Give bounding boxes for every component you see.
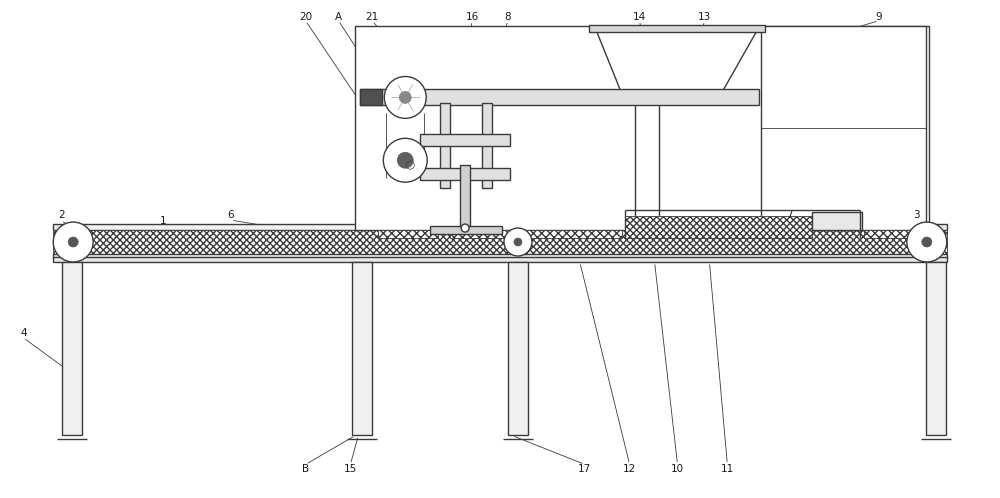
- Bar: [420, 134, 510, 146]
- Bar: [53, 257, 947, 262]
- Polygon shape: [595, 26, 759, 94]
- Text: 6: 6: [227, 210, 234, 220]
- Bar: [53, 254, 947, 258]
- Bar: [450, 230, 622, 238]
- Text: 11: 11: [721, 464, 734, 475]
- Bar: [812, 212, 862, 230]
- Bar: [355, 25, 929, 230]
- Text: 10: 10: [671, 464, 684, 475]
- Text: 7: 7: [786, 210, 793, 220]
- Text: 17: 17: [578, 464, 591, 475]
- Text: 16: 16: [465, 11, 479, 21]
- Bar: [53, 230, 947, 254]
- Bar: [926, 262, 946, 435]
- Bar: [864, 230, 926, 238]
- Bar: [360, 90, 759, 106]
- Text: 8: 8: [505, 11, 511, 21]
- Text: 1: 1: [160, 216, 166, 226]
- Bar: [53, 224, 947, 230]
- Bar: [482, 104, 492, 188]
- Bar: [460, 165, 470, 230]
- Text: 14: 14: [633, 11, 646, 21]
- Bar: [378, 230, 438, 238]
- Bar: [761, 25, 926, 230]
- Circle shape: [384, 77, 426, 119]
- Text: A: A: [335, 11, 342, 21]
- Bar: [589, 24, 765, 31]
- Circle shape: [461, 224, 469, 232]
- Bar: [420, 168, 510, 180]
- Bar: [508, 262, 528, 435]
- Text: 4: 4: [20, 328, 27, 338]
- Circle shape: [53, 222, 93, 262]
- Circle shape: [907, 222, 947, 262]
- Bar: [625, 216, 812, 238]
- Text: B: B: [302, 464, 309, 475]
- Text: 9: 9: [876, 11, 882, 21]
- Text: 5: 5: [933, 251, 940, 261]
- Bar: [360, 90, 382, 106]
- Bar: [430, 226, 502, 234]
- Circle shape: [922, 237, 932, 247]
- Bar: [635, 94, 659, 230]
- Circle shape: [514, 238, 522, 246]
- Bar: [352, 262, 372, 435]
- Text: 12: 12: [623, 464, 636, 475]
- Circle shape: [399, 92, 411, 104]
- Text: 15: 15: [344, 464, 357, 475]
- Text: 13: 13: [698, 11, 711, 21]
- Text: 3: 3: [914, 210, 920, 220]
- Text: 20: 20: [299, 11, 312, 21]
- Circle shape: [397, 152, 413, 168]
- Bar: [440, 104, 450, 188]
- Circle shape: [504, 228, 532, 256]
- Text: 21: 21: [366, 11, 379, 21]
- Circle shape: [68, 237, 78, 247]
- Bar: [62, 262, 82, 435]
- Text: 2: 2: [58, 210, 65, 220]
- Circle shape: [383, 138, 427, 182]
